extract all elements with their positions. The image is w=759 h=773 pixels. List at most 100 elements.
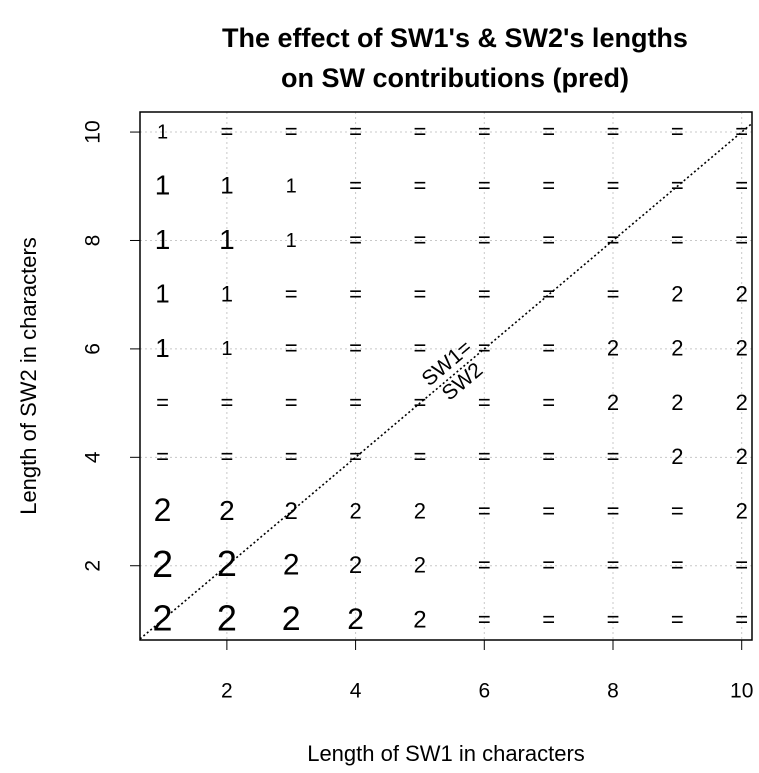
point-label: = bbox=[156, 444, 169, 469]
point-label: = bbox=[285, 119, 298, 144]
diagonal-line bbox=[139, 122, 753, 640]
x-tick-label: 4 bbox=[350, 680, 362, 703]
chart-title: on SW contributions (pred) bbox=[281, 63, 629, 93]
point-label: 2 bbox=[607, 390, 619, 415]
point-label: 2 bbox=[152, 544, 173, 586]
point-label: = bbox=[349, 390, 362, 415]
point-label: 2 bbox=[349, 498, 361, 523]
point-label: = bbox=[607, 281, 620, 306]
point-label: 2 bbox=[671, 390, 683, 415]
point-label: 1 bbox=[286, 176, 297, 198]
point-label: 2 bbox=[736, 390, 748, 415]
point-label: = bbox=[542, 607, 555, 632]
point-label: 2 bbox=[414, 553, 426, 578]
y-tick-label: 8 bbox=[82, 235, 105, 247]
point-label: = bbox=[349, 281, 362, 306]
point-label: = bbox=[349, 336, 362, 361]
point-label: = bbox=[478, 173, 491, 198]
point-label: = bbox=[478, 498, 491, 523]
point-label: 1 bbox=[220, 173, 233, 200]
point-label: = bbox=[671, 498, 684, 523]
point-label: = bbox=[414, 173, 427, 198]
x-axis-label: Length of SW1 in characters bbox=[307, 741, 585, 766]
point-label: = bbox=[478, 119, 491, 144]
chart-title: The effect of SW1's & SW2's lengths bbox=[222, 23, 688, 53]
point-label: = bbox=[285, 444, 298, 469]
point-label: = bbox=[220, 444, 233, 469]
point-label: 2 bbox=[736, 336, 748, 361]
point-label: = bbox=[414, 119, 427, 144]
point-label: = bbox=[156, 390, 169, 415]
point-label: 1 bbox=[219, 224, 235, 255]
point-label: = bbox=[607, 607, 620, 632]
point-label: = bbox=[542, 336, 555, 361]
x-tick-label: 6 bbox=[478, 680, 490, 703]
point-label: = bbox=[607, 444, 620, 469]
point-label: = bbox=[349, 119, 362, 144]
point-label: = bbox=[220, 119, 233, 144]
point-label: 2 bbox=[217, 543, 237, 584]
point-label: = bbox=[671, 607, 684, 632]
point-label: = bbox=[478, 336, 491, 361]
point-label: = bbox=[220, 390, 233, 415]
plot-frame bbox=[139, 111, 753, 641]
y-tick-label: 2 bbox=[82, 560, 105, 572]
point-label: 1 bbox=[155, 224, 171, 255]
point-label: = bbox=[478, 281, 491, 306]
point-label: = bbox=[607, 498, 620, 523]
point-label: = bbox=[671, 227, 684, 252]
point-label: = bbox=[349, 173, 362, 198]
point-label: 2 bbox=[282, 600, 301, 638]
point-label: 1 bbox=[155, 333, 169, 363]
x-tick-label: 8 bbox=[607, 680, 619, 703]
point-label: 2 bbox=[217, 597, 237, 638]
point-label: = bbox=[414, 227, 427, 252]
point-label: 1 bbox=[157, 121, 168, 143]
point-label: = bbox=[542, 498, 555, 523]
point-label: 2 bbox=[736, 498, 748, 523]
point-label: 2 bbox=[347, 603, 364, 636]
point-label: = bbox=[735, 607, 748, 632]
point-label: 1 bbox=[155, 170, 171, 201]
point-label: 2 bbox=[349, 552, 362, 579]
point-label: 2 bbox=[671, 336, 683, 361]
point-label: = bbox=[607, 553, 620, 578]
point-label: = bbox=[735, 173, 748, 198]
point-label: = bbox=[414, 390, 427, 415]
point-label: = bbox=[349, 444, 362, 469]
point-label: = bbox=[607, 173, 620, 198]
point-label: 1 bbox=[221, 338, 232, 360]
point-label: = bbox=[542, 553, 555, 578]
point-label: = bbox=[735, 227, 748, 252]
y-tick-label: 10 bbox=[82, 120, 105, 143]
x-tick-label: 10 bbox=[730, 680, 753, 703]
point-label: = bbox=[671, 553, 684, 578]
point-label: = bbox=[414, 281, 427, 306]
y-axis-label: Length of SW2 in characters bbox=[16, 237, 41, 515]
point-label: 2 bbox=[736, 444, 748, 469]
point-label: 2 bbox=[153, 597, 173, 638]
point-label: = bbox=[285, 281, 298, 306]
point-label: 2 bbox=[283, 549, 300, 582]
point-label: = bbox=[542, 281, 555, 306]
point-label: 2 bbox=[154, 492, 172, 528]
point-label: 2 bbox=[285, 498, 298, 525]
point-label: = bbox=[478, 444, 491, 469]
point-label: = bbox=[478, 227, 491, 252]
point-label: = bbox=[349, 227, 362, 252]
point-label: = bbox=[735, 553, 748, 578]
point-label: 2 bbox=[671, 281, 683, 306]
point-label: = bbox=[478, 553, 491, 578]
point-label: = bbox=[414, 444, 427, 469]
point-label: 2 bbox=[219, 495, 235, 526]
y-tick-label: 6 bbox=[82, 343, 105, 355]
point-label: 2 bbox=[414, 498, 426, 523]
point-label: 1 bbox=[286, 230, 297, 252]
point-label: 1 bbox=[221, 281, 233, 306]
point-label: 1 bbox=[155, 279, 169, 309]
point-label: = bbox=[542, 390, 555, 415]
point-label: = bbox=[542, 119, 555, 144]
point-label: 2 bbox=[607, 336, 619, 361]
point-label: = bbox=[542, 173, 555, 198]
